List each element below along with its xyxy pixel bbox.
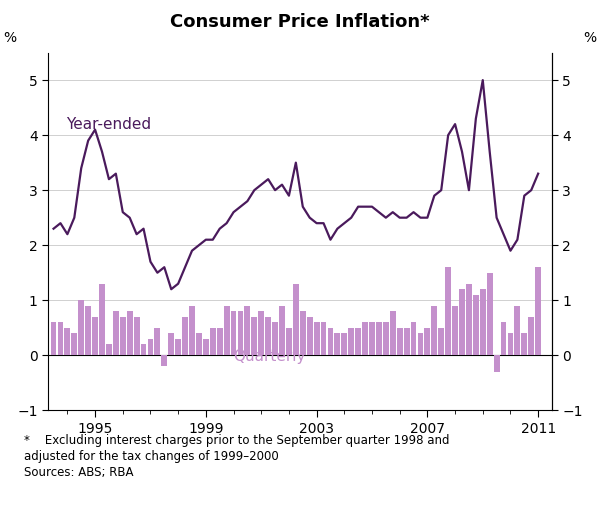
Bar [140, 344, 146, 355]
Bar [169, 333, 174, 355]
Bar [71, 333, 77, 355]
Bar [161, 355, 167, 366]
Bar [431, 306, 437, 355]
Bar [404, 328, 410, 355]
Bar [508, 333, 514, 355]
Bar [182, 317, 188, 355]
Bar [418, 333, 424, 355]
Bar [521, 333, 527, 355]
Bar [466, 284, 472, 355]
Bar [514, 306, 520, 355]
Bar [369, 322, 375, 355]
Bar [445, 267, 451, 355]
Bar [85, 306, 91, 355]
Bar [99, 284, 105, 355]
Bar [251, 317, 257, 355]
Bar [286, 328, 292, 355]
Bar [383, 322, 389, 355]
Bar [148, 339, 154, 355]
Text: *    Excluding interest charges prior to the September quarter 1998 and: * Excluding interest charges prior to th… [24, 434, 449, 447]
Bar [480, 289, 485, 355]
Bar [494, 355, 500, 372]
Text: Year-ended: Year-ended [65, 117, 151, 132]
Bar [106, 344, 112, 355]
Bar [50, 322, 56, 355]
Bar [92, 317, 98, 355]
Bar [487, 272, 493, 355]
Bar [259, 311, 264, 355]
Bar [334, 333, 340, 355]
Bar [203, 339, 209, 355]
Bar [376, 322, 382, 355]
Bar [293, 284, 299, 355]
Bar [127, 311, 133, 355]
Bar [210, 328, 215, 355]
Bar [265, 317, 271, 355]
Bar [307, 317, 313, 355]
Bar [459, 289, 465, 355]
Text: Quarterly: Quarterly [233, 349, 306, 365]
Bar [120, 317, 125, 355]
Bar [452, 306, 458, 355]
Bar [397, 328, 403, 355]
Bar [328, 328, 334, 355]
Bar [535, 267, 541, 355]
Bar [224, 306, 230, 355]
Bar [473, 295, 479, 355]
Bar [79, 300, 84, 355]
Bar [196, 333, 202, 355]
Bar [134, 317, 140, 355]
Text: %: % [583, 32, 596, 45]
Bar [529, 317, 534, 355]
Text: Consumer Price Inflation*: Consumer Price Inflation* [170, 13, 430, 31]
Bar [58, 322, 64, 355]
Bar [154, 328, 160, 355]
Bar [175, 339, 181, 355]
Bar [64, 328, 70, 355]
Bar [341, 333, 347, 355]
Text: Sources: ABS; RBA: Sources: ABS; RBA [24, 466, 133, 479]
Bar [300, 311, 305, 355]
Bar [349, 328, 354, 355]
Bar [362, 322, 368, 355]
Bar [113, 311, 119, 355]
Bar [320, 322, 326, 355]
Text: %: % [4, 32, 17, 45]
Bar [390, 311, 395, 355]
Bar [279, 306, 285, 355]
Text: adjusted for the tax changes of 1999–2000: adjusted for the tax changes of 1999–200… [24, 450, 279, 463]
Bar [500, 322, 506, 355]
Bar [355, 328, 361, 355]
Bar [272, 322, 278, 355]
Bar [230, 311, 236, 355]
Bar [217, 328, 223, 355]
Bar [439, 328, 444, 355]
Bar [244, 306, 250, 355]
Bar [424, 328, 430, 355]
Bar [238, 311, 244, 355]
Bar [189, 306, 195, 355]
Bar [410, 322, 416, 355]
Bar [314, 322, 320, 355]
